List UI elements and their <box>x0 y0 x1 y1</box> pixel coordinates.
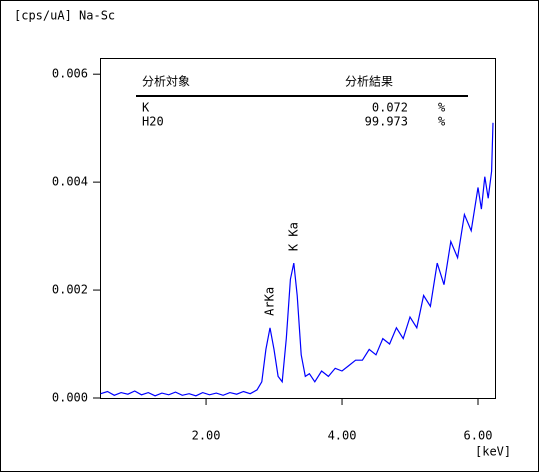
plot-frame <box>100 58 496 399</box>
table-cell: % <box>438 115 446 129</box>
y-tick-label: 0.002 <box>52 283 88 297</box>
y-tick-label: 0.006 <box>52 67 88 81</box>
x-tick-label: 6.00 <box>464 429 493 443</box>
peak-annotation: K Ka <box>286 222 300 251</box>
table-cell: % <box>438 101 446 115</box>
spectrum-line <box>100 122 494 397</box>
x-tick-label: 4.00 <box>328 429 357 443</box>
table-cell: K <box>142 101 150 115</box>
peak-annotation: ArKa <box>262 287 276 316</box>
table-header: 分析結果 <box>345 75 393 89</box>
x-tick-label: 2.00 <box>192 429 221 443</box>
table-cell: 99.973 <box>365 115 408 129</box>
y-tick-label: 0.004 <box>52 175 88 189</box>
table-cell: H20 <box>142 115 164 129</box>
chart-title: [cps/uA] Na-Sc <box>14 9 115 23</box>
table-header: 分析対象 <box>142 75 190 89</box>
x-axis-label: [keV] <box>475 445 511 459</box>
table-cell: 0.072 <box>372 101 408 115</box>
y-tick-label: 0.000 <box>52 391 88 405</box>
